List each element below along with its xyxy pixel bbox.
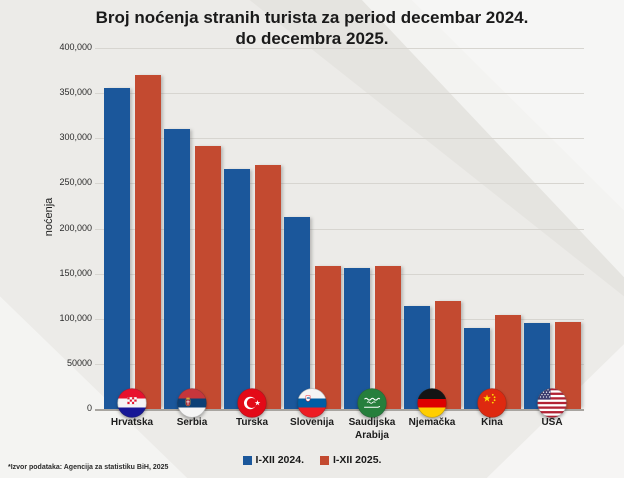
bar-saudijska-arabija-i-xii-2024 bbox=[343, 268, 370, 409]
source-note: *Izvor podataka: Agencija za statistiku … bbox=[8, 464, 169, 471]
x-axis-label-usa: USA bbox=[541, 417, 563, 428]
bar-group-serbia bbox=[162, 48, 222, 418]
bar-serbia-i-xii-2024 bbox=[163, 129, 190, 409]
gridline bbox=[95, 228, 584, 230]
legend-item-i-xii-2025: I-XII 2025. bbox=[320, 454, 381, 466]
bar-saudijska-arabija-i-xii-2025 bbox=[374, 266, 401, 409]
chart-title: Broj noćenja stranih turista za period d… bbox=[0, 7, 624, 49]
bar-turska-i-xii-2025 bbox=[254, 165, 281, 409]
x-axis-label-serbia: Serbia bbox=[176, 417, 208, 428]
legend-item-i-xii-2024: I-XII 2024. bbox=[242, 454, 304, 466]
x-axis-line bbox=[95, 409, 584, 411]
y-axis-tick-label: 200,000 bbox=[59, 222, 92, 233]
x-axis-label-kina: Kina bbox=[481, 417, 503, 428]
legend-label: I-XII 2024. bbox=[255, 454, 304, 466]
bar-group-saudijska-arabija bbox=[342, 48, 402, 418]
bar-turska-i-xii-2024 bbox=[223, 168, 250, 409]
y-axis-tick-label: 250,000 bbox=[59, 177, 92, 188]
bar-group-slovenija bbox=[282, 48, 342, 418]
china-flag-icon bbox=[477, 388, 507, 418]
y-axis-tick-label: 50000 bbox=[66, 357, 92, 368]
bar-group-turska bbox=[222, 48, 282, 418]
bar-group-njemacka bbox=[402, 48, 462, 418]
legend-label: I-XII 2025. bbox=[333, 454, 382, 466]
slovenia-flag-icon bbox=[297, 388, 327, 418]
gridline bbox=[95, 93, 584, 95]
x-axis-labels: Hrvatska Serbia Turska Slovenija Saudijska A… bbox=[102, 417, 582, 442]
y-axis-tick-label: 400,000 bbox=[59, 42, 92, 52]
croatia-flag-icon bbox=[117, 388, 147, 418]
chart-title-line-1: Broj noćenja stranih turista za period d… bbox=[95, 8, 529, 27]
x-axis-label-njemacka: Njemačka bbox=[408, 417, 456, 428]
x-axis-label-turska: Turska bbox=[235, 417, 269, 428]
x-axis-label-hrvatska: Hrvatska bbox=[110, 417, 154, 428]
y-axis-tick-label: 100,000 bbox=[59, 312, 92, 323]
x-axis-label-saudijska-arabija: Saudijska Arabija bbox=[348, 417, 396, 441]
bar-group-hrvatska bbox=[102, 48, 162, 418]
legend: I-XII 2024. I-XII 2025. bbox=[0, 454, 624, 466]
chart-title-line-2: do decembra 2025. bbox=[235, 29, 389, 48]
bar-slovenija-i-xii-2024 bbox=[283, 216, 310, 409]
y-axis-tick-label: 0 bbox=[86, 403, 92, 413]
plot-area bbox=[95, 48, 590, 418]
x-axis-label-slovenija: Slovenija bbox=[290, 417, 334, 428]
germany-flag-icon bbox=[417, 388, 447, 418]
y-axis-tick-label: 150,000 bbox=[59, 267, 92, 278]
y-axis-tick-label: 350,000 bbox=[59, 87, 92, 98]
bar-hrvatska-i-xii-2025 bbox=[134, 75, 161, 409]
legend-swatch bbox=[320, 455, 329, 465]
gridline bbox=[95, 138, 584, 140]
gridline bbox=[95, 48, 584, 49]
gridline bbox=[95, 183, 584, 185]
serbia-flag-icon bbox=[177, 388, 207, 418]
saudi-arabia-flag-icon bbox=[357, 388, 387, 418]
bar-slovenija-i-xii-2025 bbox=[314, 265, 341, 409]
bar-hrvatska-i-xii-2024 bbox=[103, 87, 130, 409]
y-axis-tick-label: 300,000 bbox=[59, 132, 92, 143]
usa-flag-icon bbox=[537, 388, 567, 418]
bar-serbia-i-xii-2025 bbox=[194, 145, 221, 409]
legend-swatch bbox=[242, 455, 252, 465]
turkey-flag-icon bbox=[237, 388, 267, 418]
